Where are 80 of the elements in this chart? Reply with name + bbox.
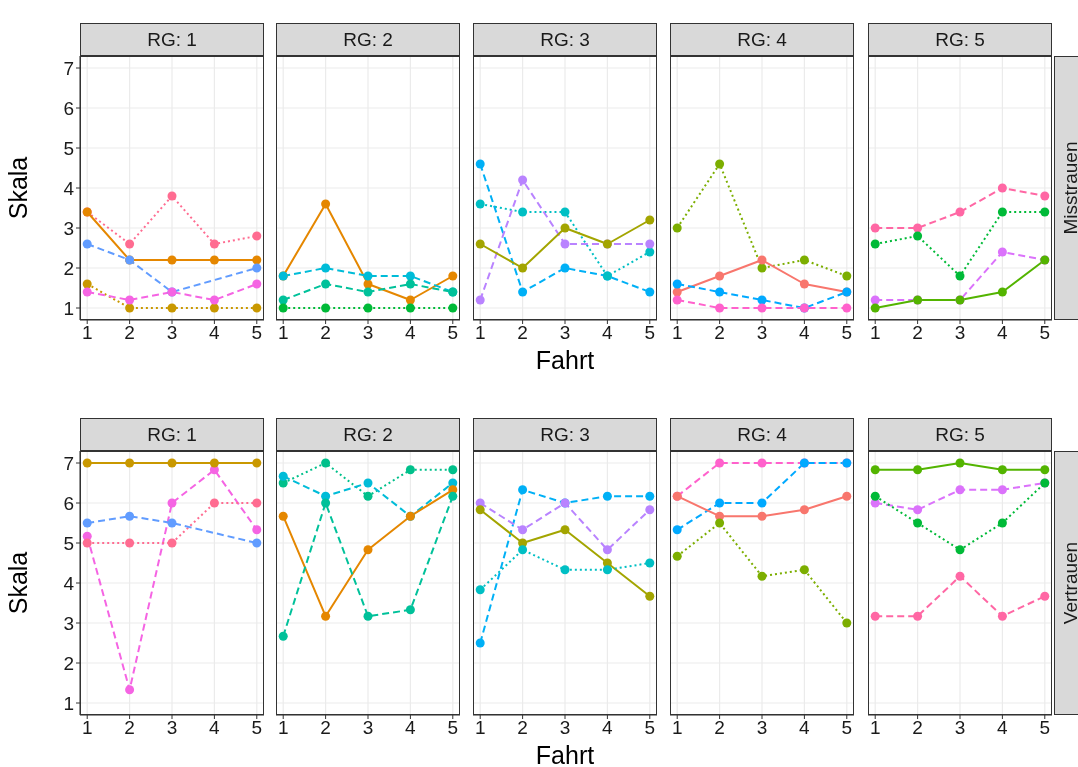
x-tick-label: 4 bbox=[997, 322, 1009, 344]
x-tick-label: 3 bbox=[362, 717, 374, 739]
x-tick-label: 2 bbox=[124, 322, 135, 344]
x-axis-title: Fahrt bbox=[534, 346, 596, 375]
x-tick-label: 1 bbox=[81, 322, 93, 344]
y-tick-label: 5 bbox=[63, 532, 74, 554]
x-tick-label: 3 bbox=[756, 322, 768, 344]
x-tick-label: 5 bbox=[841, 717, 853, 739]
x-tick-label: 2 bbox=[517, 322, 528, 344]
chart-title: RG: 5 bbox=[868, 23, 1052, 56]
y-tick-label: 6 bbox=[63, 97, 74, 119]
y-axis-title: Skala bbox=[7, 550, 33, 617]
x-tick-label: 4 bbox=[209, 322, 221, 344]
x-tick-label: 3 bbox=[166, 322, 178, 344]
x-tick-label: 2 bbox=[912, 717, 923, 739]
x-tick-label: 3 bbox=[559, 322, 571, 344]
x-tick-label: 5 bbox=[644, 717, 656, 739]
y-tick-label: 4 bbox=[63, 177, 75, 199]
x-tick-label: 5 bbox=[841, 322, 853, 344]
x-tick-label: 2 bbox=[320, 717, 331, 739]
chart-title: RG: 5 bbox=[868, 418, 1052, 451]
x-tick-label: 1 bbox=[277, 717, 289, 739]
x-tick-label: 1 bbox=[671, 717, 683, 739]
x-tick-label: 2 bbox=[714, 717, 725, 739]
chart-title: RG: 3 bbox=[473, 418, 657, 451]
x-tick-label: 3 bbox=[362, 322, 374, 344]
x-tick-label: 2 bbox=[320, 322, 331, 344]
x-tick-label: 5 bbox=[644, 322, 656, 344]
x-tick-label: 1 bbox=[81, 717, 93, 739]
text: Vertrauen bbox=[1060, 541, 1078, 625]
x-tick-label: 5 bbox=[447, 717, 459, 739]
x-tick-label: 3 bbox=[559, 717, 571, 739]
y-tick-label: 7 bbox=[63, 57, 74, 79]
x-tick-label: 4 bbox=[602, 322, 614, 344]
x-tick-label: 2 bbox=[912, 322, 923, 344]
x-tick-label: 3 bbox=[954, 322, 966, 344]
x-tick-label: 3 bbox=[756, 717, 768, 739]
x-tick-label: 4 bbox=[799, 717, 811, 739]
x-tick-label: 1 bbox=[474, 717, 486, 739]
y-tick-label: 5 bbox=[63, 137, 74, 159]
x-tick-label: 2 bbox=[124, 717, 135, 739]
y-tick-label: 3 bbox=[63, 217, 74, 239]
chart-title: RG: 2 bbox=[276, 418, 460, 451]
y-tick-label: 1 bbox=[63, 297, 74, 319]
x-tick-label: 5 bbox=[1039, 322, 1051, 344]
x-tick-label: 1 bbox=[474, 322, 486, 344]
chart-title: RG: 2 bbox=[276, 23, 460, 56]
x-tick-label: 4 bbox=[799, 322, 811, 344]
x-tick-label: 5 bbox=[1039, 717, 1051, 739]
chart-title: RG: 4 bbox=[670, 23, 854, 56]
chart-title: RG: 3 bbox=[473, 23, 657, 56]
text: Misstrauen bbox=[1060, 141, 1078, 235]
x-tick-label: 2 bbox=[517, 717, 528, 739]
x-tick-label: 1 bbox=[869, 717, 881, 739]
x-tick-label: 4 bbox=[997, 717, 1009, 739]
y-tick-label: 6 bbox=[63, 492, 74, 514]
x-tick-label: 5 bbox=[447, 322, 459, 344]
y-tick-label: 2 bbox=[63, 257, 74, 279]
y-tick-label: 2 bbox=[63, 652, 74, 674]
y-axis-title: Skala bbox=[7, 155, 33, 222]
x-tick-label: 4 bbox=[209, 717, 221, 739]
x-tick-label: 4 bbox=[602, 717, 614, 739]
x-tick-label: 3 bbox=[954, 717, 966, 739]
x-tick-label: 3 bbox=[166, 717, 178, 739]
y-tick-label: 4 bbox=[63, 572, 75, 594]
y-tick-label: 7 bbox=[63, 452, 74, 474]
x-axis-title: Fahrt bbox=[534, 741, 596, 767]
x-tick-label: 4 bbox=[405, 322, 417, 344]
x-tick-label: 5 bbox=[251, 717, 263, 739]
chart-title: RG: 1 bbox=[80, 418, 264, 451]
y-tick-label: 1 bbox=[63, 692, 74, 714]
x-tick-label: 1 bbox=[671, 322, 683, 344]
chart-title: RG: 1 bbox=[80, 23, 264, 56]
x-tick-label: 2 bbox=[714, 322, 725, 344]
x-tick-label: 4 bbox=[405, 717, 417, 739]
x-tick-label: 5 bbox=[251, 322, 263, 344]
chart-title: RG: 4 bbox=[670, 418, 854, 451]
x-tick-label: 1 bbox=[869, 322, 881, 344]
x-tick-label: 1 bbox=[277, 322, 289, 344]
y-tick-label: 3 bbox=[63, 612, 74, 634]
